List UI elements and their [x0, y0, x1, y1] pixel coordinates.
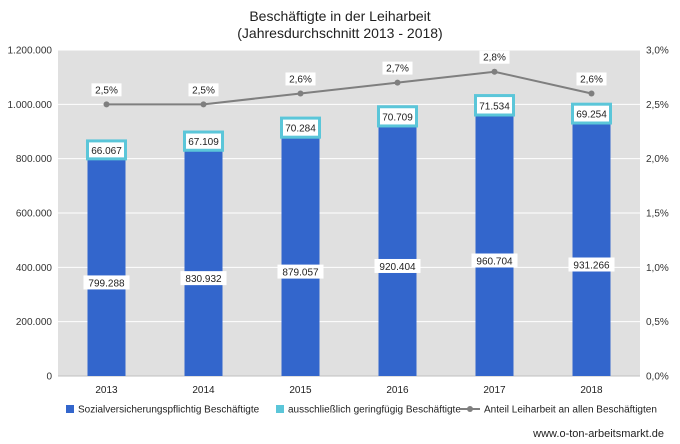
legend-label-geringfuegig: ausschließlich geringfügig Beschäftigte [288, 405, 461, 416]
share-label: 2,5% [95, 85, 118, 96]
bar-geringfuegig [474, 94, 515, 117]
share-label-bg [91, 83, 122, 97]
x-axis-categories: 2013 2014 2015 2016 2017 2018 [95, 385, 603, 396]
bar-sozialversicherungspflichtig [87, 158, 126, 376]
share-line-path [106, 70, 592, 106]
chart-subtitle: (Jahresdurchschnitt 2013 - 2018) [237, 25, 442, 41]
legend-label-sozialversicherungspflichtig: Sozialversicherungspflichtig Beschäftigt… [78, 405, 260, 416]
data-label-sozialversicherungspflichtig: 830.932 [185, 274, 222, 285]
share-label-bg [188, 83, 219, 97]
legend: Sozialversicherungspflichtig Beschäftigt… [66, 405, 657, 416]
share-label-bg [576, 72, 607, 86]
data-label-geringfuegig: 70.284 [285, 124, 316, 135]
data-label-bg [180, 271, 227, 286]
legend-label-anteil: Anteil Leiharbeit an allen Beschäftigten [484, 405, 657, 416]
y-tick-label: 0 [46, 372, 52, 383]
y-tick-label: 1.000.000 [8, 100, 53, 111]
y-axis-ticks: 0 200.000 400.000 600.000 800.000 1.000.000 1.… [8, 46, 53, 383]
share-label-bg [479, 50, 510, 64]
data-label-bg [471, 253, 518, 268]
x-tick-label: 2018 [580, 385, 603, 396]
x-tick-label: 2013 [95, 385, 118, 396]
x-tick-label: 2015 [289, 385, 312, 396]
share-line-point [103, 101, 110, 108]
y-tick-label: 800.000 [16, 154, 53, 165]
bar-geringfuegig [183, 130, 224, 152]
share-label: 2,7% [386, 64, 409, 75]
bar-sozialversicherungspflichtig [281, 137, 320, 376]
data-label-sozialversicherungspflichtig: 879.057 [282, 268, 319, 279]
data-label-bg [374, 258, 421, 273]
x-tick-label: 2016 [386, 385, 409, 396]
y2-tick-label: 0,5% [646, 317, 669, 328]
source-text[interactable]: www.o-ton-arbeitsmarkt.de [532, 428, 664, 440]
share-line-point [491, 68, 498, 75]
data-label-bg [83, 275, 130, 290]
share-label-bg [382, 61, 413, 75]
data-label-sozialversicherungspflichtig: 960.704 [476, 257, 513, 268]
share-label: 2,6% [580, 74, 603, 85]
share-line-point [200, 101, 207, 108]
x-tick-label: 2017 [483, 385, 506, 396]
x-tick-label: 2014 [192, 385, 215, 396]
y-tick-label: 200.000 [16, 317, 53, 328]
y2-tick-label: 1,0% [646, 263, 669, 274]
data-label-geringfuegig: 69.254 [576, 110, 607, 121]
y2-tick-label: 0,0% [646, 372, 669, 383]
share-line-point [394, 79, 401, 86]
y-tick-label: 1.200.000 [8, 46, 53, 57]
share-label-bg [285, 72, 316, 86]
bar-sozialversicherungspflichtig [475, 115, 514, 377]
bar-sozialversicherungspflichtig [572, 123, 611, 376]
bar-sozialversicherungspflichtig [184, 150, 223, 376]
legend-swatch-sozialversicherungspflichtig [66, 405, 74, 413]
data-label-geringfuegig: 70.709 [382, 112, 413, 123]
y2-axis-ticks: 0,0% 0,5% 1,0% 1,5% 2,0% 2,5% 3,0% [646, 46, 669, 383]
share-line-point [297, 90, 304, 97]
chart-title: Beschäftigte in der Leiharbeit [249, 8, 430, 24]
y2-tick-label: 2,5% [646, 100, 669, 111]
bars: 66.067 799.288 67.109 830.932 70.284 879.057 7… [83, 94, 615, 377]
bar-geringfuegig [86, 139, 127, 161]
data-label-geringfuegig: 67.109 [188, 137, 219, 148]
share-line: 2,5% 2,5% 2,6% 2,7% 2,8% 2,6% [91, 50, 607, 108]
legend-swatch-geringfuegig [276, 405, 284, 413]
data-label-geringfuegig: 66.067 [91, 146, 122, 157]
y2-tick-label: 2,0% [646, 154, 669, 165]
data-label-sozialversicherungspflichtig: 920.404 [379, 262, 416, 273]
share-line-point [588, 90, 595, 97]
data-label-geringfuegig: 71.534 [479, 101, 510, 112]
y2-tick-label: 3,0% [646, 46, 669, 57]
y2-tick-label: 1,5% [646, 209, 669, 220]
gridlines [58, 49, 640, 377]
data-label-bg [568, 257, 615, 272]
share-label: 2,8% [483, 53, 506, 64]
data-label-bg [277, 264, 324, 279]
y-tick-label: 400.000 [16, 263, 53, 274]
bar-sozialversicherungspflichtig [378, 125, 417, 377]
bar-geringfuegig [377, 105, 418, 128]
bar-geringfuegig [280, 116, 321, 139]
y-tick-label: 600.000 [16, 209, 53, 220]
bar-geringfuegig [571, 102, 612, 125]
data-label-sozialversicherungspflichtig: 931.266 [573, 261, 610, 272]
share-label: 2,5% [192, 85, 215, 96]
legend-marker-anteil [467, 406, 473, 412]
share-label: 2,6% [289, 74, 312, 85]
data-label-sozialversicherungspflichtig: 799.288 [88, 278, 125, 289]
